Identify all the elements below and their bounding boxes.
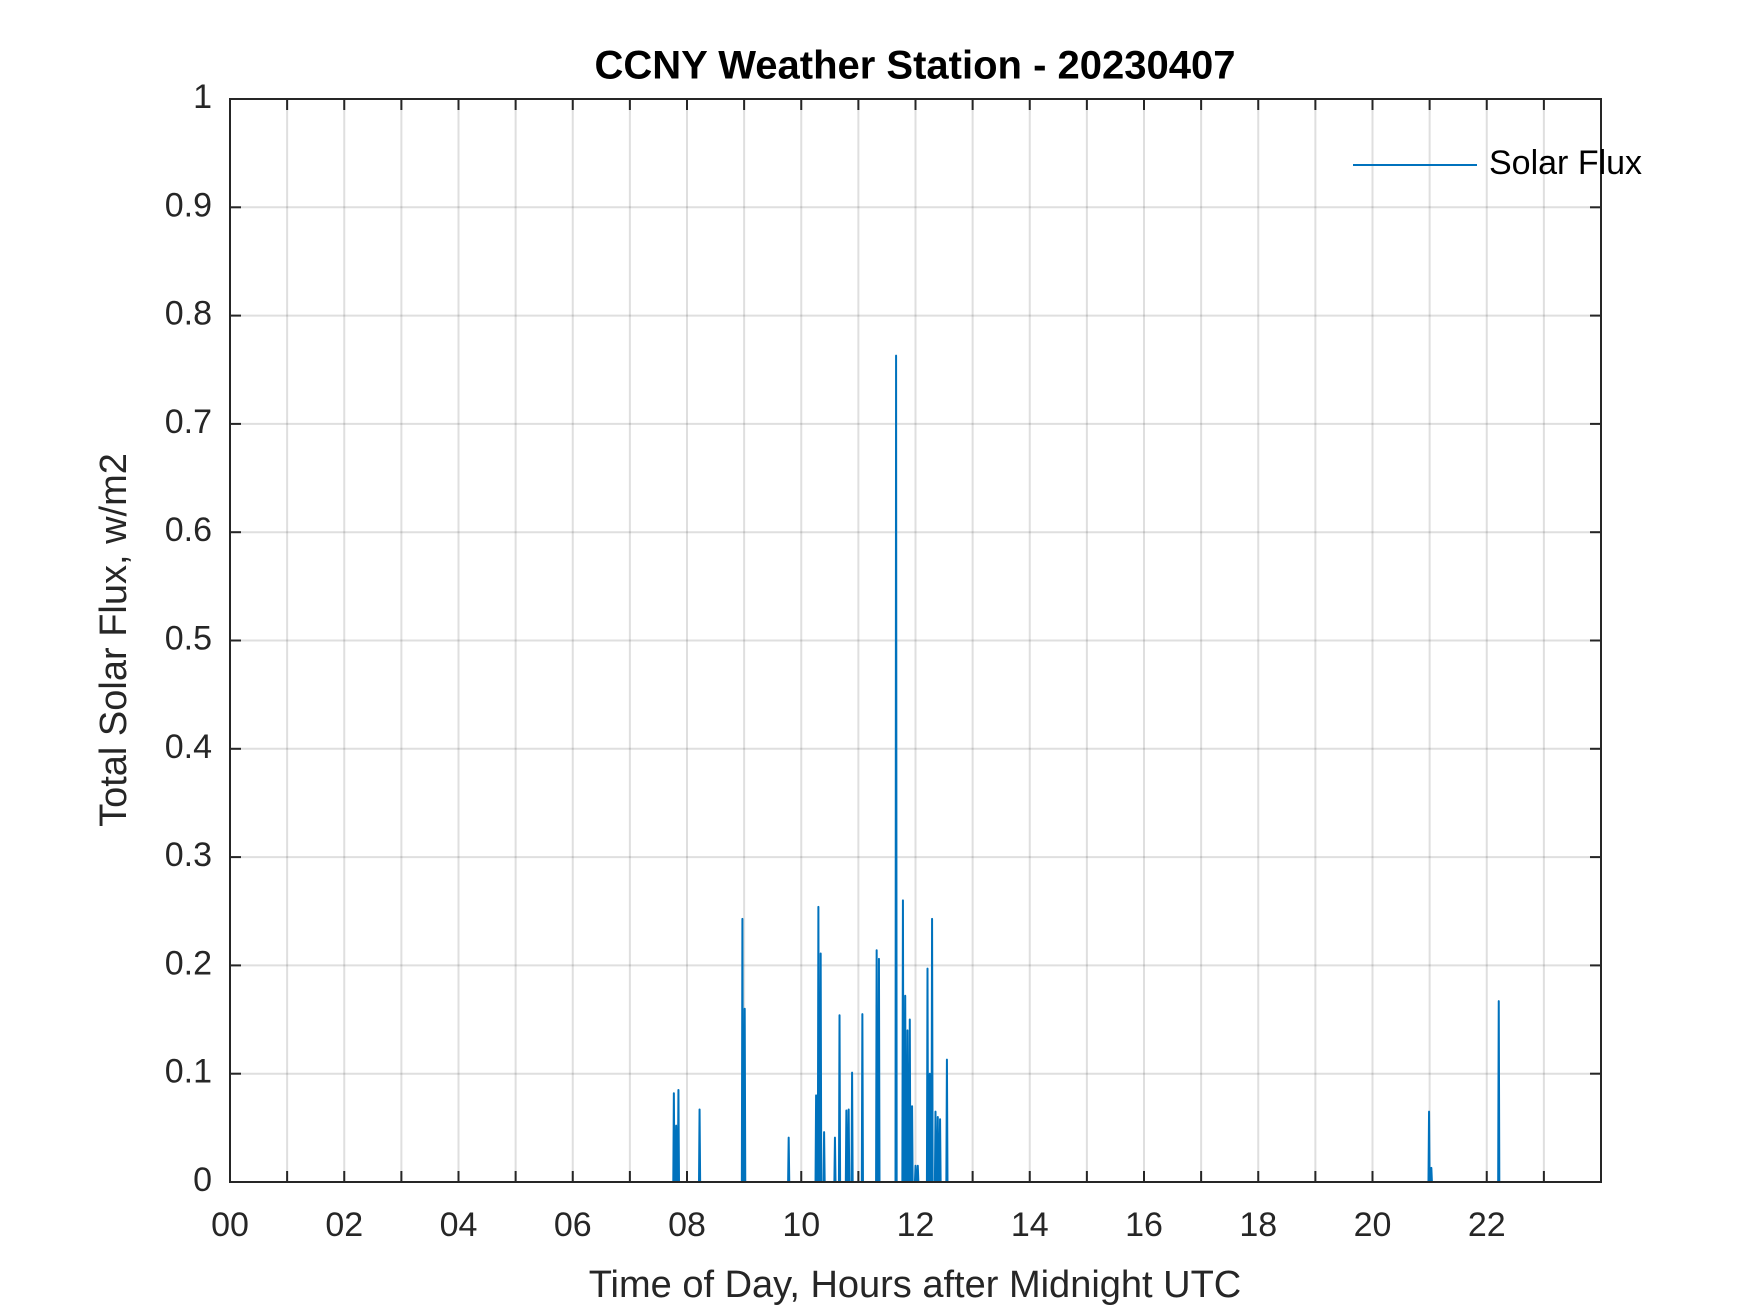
y-tick-label: 0.3 [165, 836, 212, 874]
chart-title: CCNY Weather Station - 20230407 [595, 44, 1236, 88]
x-tick-label: 00 [211, 1206, 249, 1244]
x-tick-label: 04 [440, 1206, 478, 1244]
y-tick-label: 0 [193, 1161, 212, 1199]
x-tick-label: 20 [1354, 1206, 1392, 1244]
x-axis-label: Time of Day, Hours after Midnight UTC [589, 1264, 1242, 1306]
y-tick-label: 1 [193, 78, 212, 116]
y-axis-label: Total Solar Flux, w/m2 [93, 453, 135, 827]
x-tick-label: 18 [1239, 1206, 1277, 1244]
x-tick-label: 12 [897, 1206, 935, 1244]
y-tick-label: 0.1 [165, 1053, 212, 1091]
y-tick-label: 0.9 [165, 186, 212, 224]
plot-frame [229, 98, 1602, 1183]
x-tick-label: 02 [325, 1206, 363, 1244]
y-tick-label: 0.4 [165, 728, 212, 766]
y-tick-label: 0.6 [165, 511, 212, 549]
y-tick-label: 0.7 [165, 403, 212, 441]
x-tick-label: 06 [554, 1206, 592, 1244]
y-tick-label: 0.2 [165, 944, 212, 982]
x-tick-label: 14 [1011, 1206, 1049, 1244]
x-tick-label: 16 [1125, 1206, 1163, 1244]
legend-label: Solar Flux [1489, 144, 1642, 182]
x-tick-label: 08 [668, 1206, 706, 1244]
x-tick-label: 10 [782, 1206, 820, 1244]
y-tick-label: 0.8 [165, 295, 212, 333]
y-tick-label: 0.5 [165, 619, 212, 657]
x-tick-label: 22 [1468, 1206, 1506, 1244]
